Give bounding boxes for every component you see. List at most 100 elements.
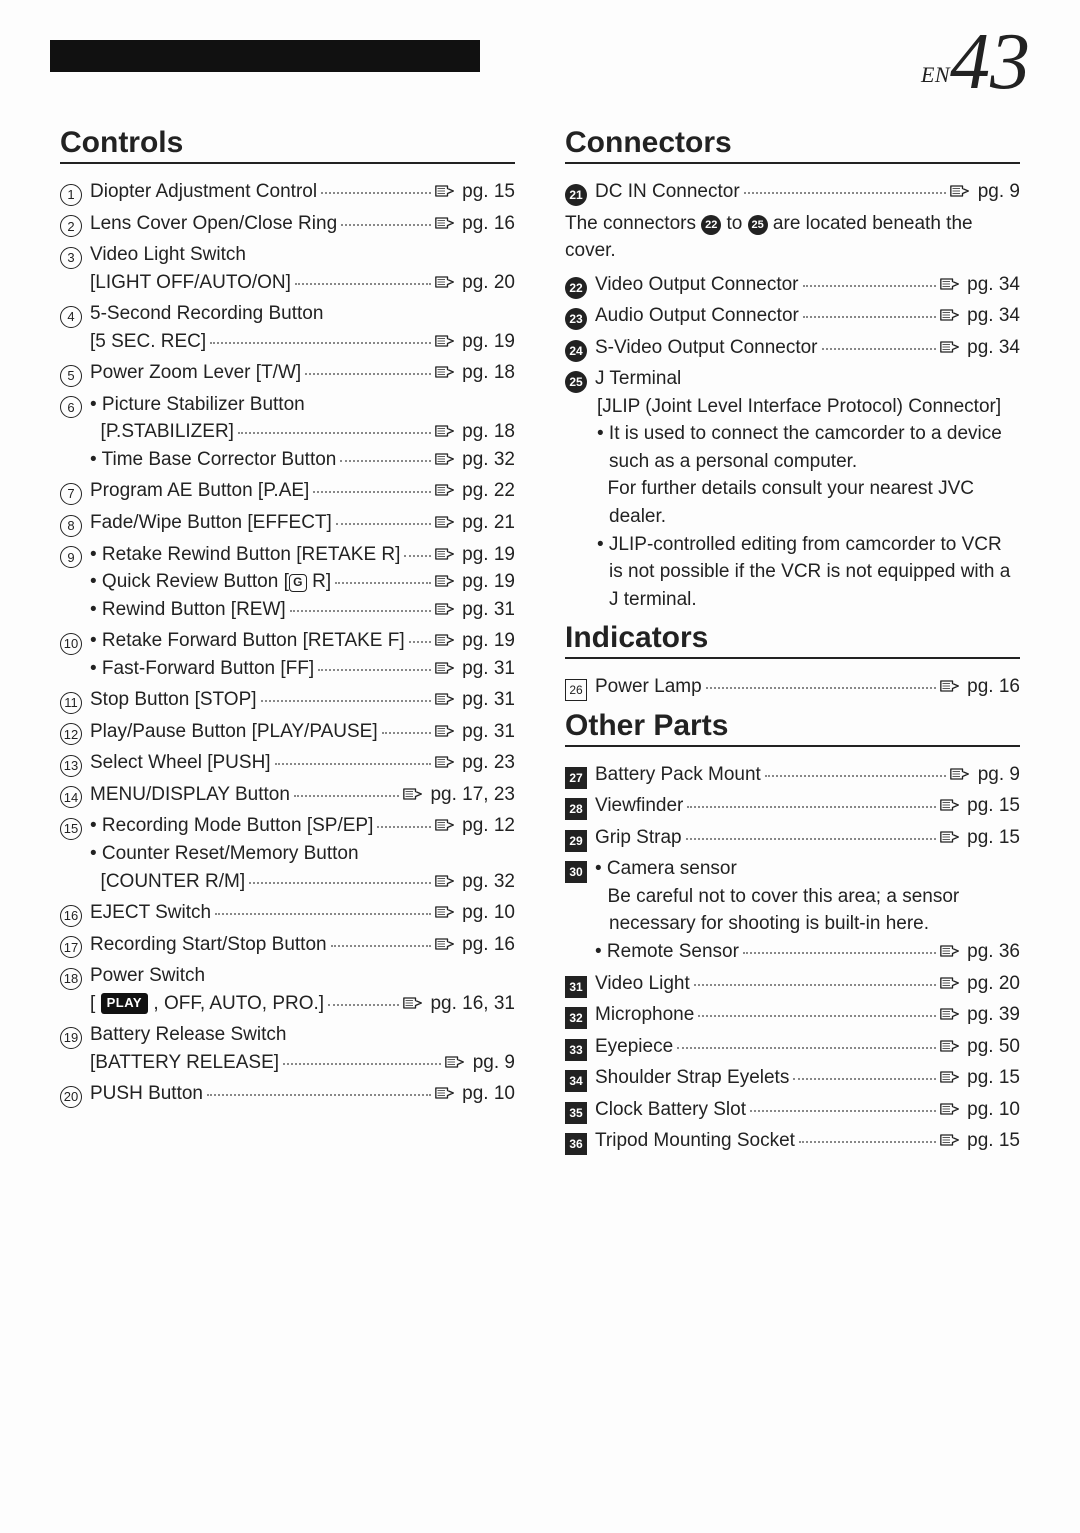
item-marker: 2	[60, 215, 82, 237]
page-ref: pg. 20	[940, 970, 1020, 998]
page-ref: pg. 12	[435, 812, 515, 840]
entry-label: • Picture Stabilizer Button	[90, 391, 305, 419]
page-ref: pg. 34	[940, 271, 1020, 299]
page-ref: pg. 31	[435, 718, 515, 746]
entry-label: Clock Battery Slot	[595, 1096, 746, 1124]
entry-marker: 4	[60, 300, 90, 326]
item-marker: 1	[60, 184, 82, 206]
entry-marker: 17	[60, 931, 90, 957]
entry-body: Video Light Switch [LIGHT OFF/AUTO/ON] p…	[90, 241, 515, 296]
leader-dots	[404, 555, 430, 557]
entry-marker: 16	[60, 899, 90, 925]
entry-body: MENU/DISPLAY Button pg. 17, 23	[90, 781, 515, 809]
leader-dots	[803, 316, 936, 318]
entry-label: • Recording Mode Button [SP/EP]	[90, 812, 373, 840]
entry-marker: 19	[60, 1021, 90, 1047]
list-entry: 15 • Recording Mode Button [SP/EP] pg. 1…	[60, 812, 515, 895]
entry-line: Power Zoom Lever [T/W] pg. 18	[90, 359, 515, 387]
section-other-heading: Other Parts	[565, 709, 1020, 747]
entry-label: [5 SEC. REC]	[90, 328, 206, 356]
item-marker: 14	[60, 786, 82, 808]
list-entry: 31 Video Light pg. 20	[565, 970, 1020, 998]
entry-line: PUSH Button pg. 10	[90, 1080, 515, 1108]
leader-dots	[305, 373, 431, 375]
item-marker: 18	[60, 968, 82, 990]
item-marker: 10	[60, 633, 82, 655]
leader-dots	[331, 945, 431, 947]
entry-label: Power Switch	[90, 962, 205, 990]
leader-dots	[335, 582, 431, 584]
entry-line: • Time Base Corrector Button pg. 32	[90, 446, 515, 474]
section-indicators-heading: Indicators	[565, 621, 1020, 659]
entry-label: • Fast-Forward Button [FF]	[90, 655, 314, 683]
entry-body: Program AE Button [P.AE] pg. 22	[90, 477, 515, 505]
entry-body: Microphone pg. 39	[595, 1001, 1020, 1029]
entry-marker: 29	[565, 824, 595, 850]
list-entry: 8 Fade/Wipe Button [EFFECT] pg. 21	[60, 509, 515, 537]
entry-label: DC IN Connector	[595, 178, 740, 206]
page-ref: pg. 10	[435, 899, 515, 927]
leader-dots	[318, 669, 431, 671]
leader-dots	[328, 1004, 399, 1006]
entry-body: PUSH Button pg. 10	[90, 1080, 515, 1108]
entry-label: S-Video Output Connector	[595, 334, 818, 362]
columns: Controls 1 Diopter Adjustment Control pg…	[60, 118, 1020, 1159]
entry-line: Shoulder Strap Eyelets pg. 15	[595, 1064, 1020, 1092]
leader-dots	[215, 913, 431, 915]
list-entry: 36 Tripod Mounting Socket pg. 15	[565, 1127, 1020, 1155]
entry-marker: 26	[565, 673, 595, 699]
item-marker: 3	[60, 247, 82, 269]
page-ref: pg. 19	[435, 328, 515, 356]
entry-line: [BATTERY RELEASE] pg. 9	[90, 1049, 515, 1077]
page-number: EN43	[921, 22, 1030, 102]
entry-body: Stop Button [STOP] pg. 31	[90, 686, 515, 714]
item-marker: 32	[565, 1007, 587, 1029]
entry-body: • Camera sensor Be careful not to cover …	[595, 855, 1020, 965]
item-marker: 35	[565, 1102, 587, 1124]
page-ref: pg. 15	[435, 178, 515, 206]
leader-dots	[340, 460, 431, 462]
entry-line: • Camera sensor	[595, 855, 1020, 883]
entry-marker: 28	[565, 792, 595, 818]
entry-extra: For further details consult your nearest…	[595, 475, 1020, 530]
entry-line: Power Switch	[90, 962, 515, 990]
entry-marker: 24	[565, 334, 595, 360]
entry-label: • Remote Sensor	[595, 938, 739, 966]
item-marker: 6	[60, 396, 82, 418]
list-entry: 32 Microphone pg. 39	[565, 1001, 1020, 1029]
controls-list: 1 Diopter Adjustment Control pg. 15 2 Le…	[60, 178, 515, 1108]
list-entry: 1 Diopter Adjustment Control pg. 15	[60, 178, 515, 206]
entry-body: • Picture Stabilizer Button [P.STABILIZE…	[90, 391, 515, 474]
entry-line: Video Output Connector pg. 34	[595, 271, 1020, 299]
list-entry: 27 Battery Pack Mount pg. 9	[565, 761, 1020, 789]
leader-dots	[799, 1141, 936, 1143]
entry-line: [ PLAY , OFF, AUTO, PRO.] pg. 16, 31	[90, 990, 515, 1018]
entry-line: • Remote Sensor pg. 36	[595, 938, 1020, 966]
entry-line: Eyepiece pg. 50	[595, 1033, 1020, 1061]
item-marker: 27	[565, 767, 587, 789]
page-ref: pg. 9	[445, 1049, 515, 1077]
page-number-value: 43	[950, 18, 1030, 106]
entry-line: S-Video Output Connector pg. 34	[595, 334, 1020, 362]
page-ref: pg. 19	[435, 568, 515, 596]
entry-label: [COUNTER R/M]	[90, 868, 245, 896]
page-ref: pg. 10	[435, 1080, 515, 1108]
entry-line: • Recording Mode Button [SP/EP] pg. 12	[90, 812, 515, 840]
item-marker: 33	[565, 1039, 587, 1061]
entry-marker: 23	[565, 302, 595, 328]
entry-label: Battery Release Switch	[90, 1021, 286, 1049]
entry-extra: • JLIP-controlled editing from camcorder…	[595, 531, 1020, 614]
entry-marker: 21	[565, 178, 595, 204]
item-marker: 29	[565, 830, 587, 852]
leader-dots	[687, 806, 936, 808]
leader-dots	[275, 763, 431, 765]
entry-line: Video Light pg. 20	[595, 970, 1020, 998]
item-marker: 15	[60, 818, 82, 840]
entry-label: 5-Second Recording Button	[90, 300, 323, 328]
entry-line: • Quick Review Button [G R] pg. 19	[90, 568, 515, 596]
entry-marker: 22	[565, 271, 595, 297]
item-marker: 11	[60, 692, 82, 714]
page-ref: pg. 16	[435, 931, 515, 959]
item-marker: 26	[565, 679, 587, 701]
list-entry: 3 Video Light Switch [LIGHT OFF/AUTO/ON]…	[60, 241, 515, 296]
